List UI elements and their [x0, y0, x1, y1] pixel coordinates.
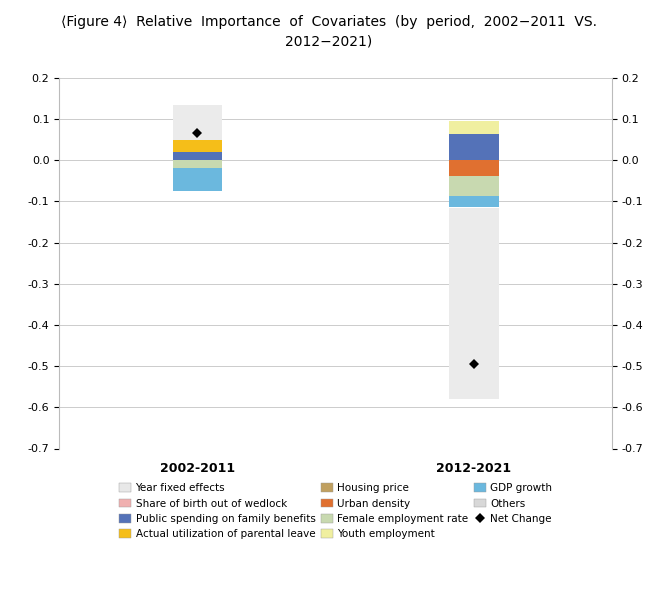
Bar — [449, 176, 499, 196]
Bar — [449, 121, 499, 134]
Legend: Year fixed effects, Share of birth out of wedlock, Public spending on family ben: Year fixed effects, Share of birth out o… — [119, 483, 552, 539]
Bar — [172, 139, 222, 152]
Bar — [172, 160, 222, 167]
Bar — [449, 208, 499, 399]
Bar — [172, 167, 222, 191]
Bar — [172, 152, 222, 160]
Bar — [449, 196, 499, 207]
Bar — [172, 105, 222, 139]
Bar — [449, 160, 499, 176]
Text: ⟨Figure 4⟩  Relative  Importance  of  Covariates  (by  period,  2002−2011  VS.
2: ⟨Figure 4⟩ Relative Importance of Covari… — [61, 15, 597, 48]
Bar — [449, 134, 499, 160]
